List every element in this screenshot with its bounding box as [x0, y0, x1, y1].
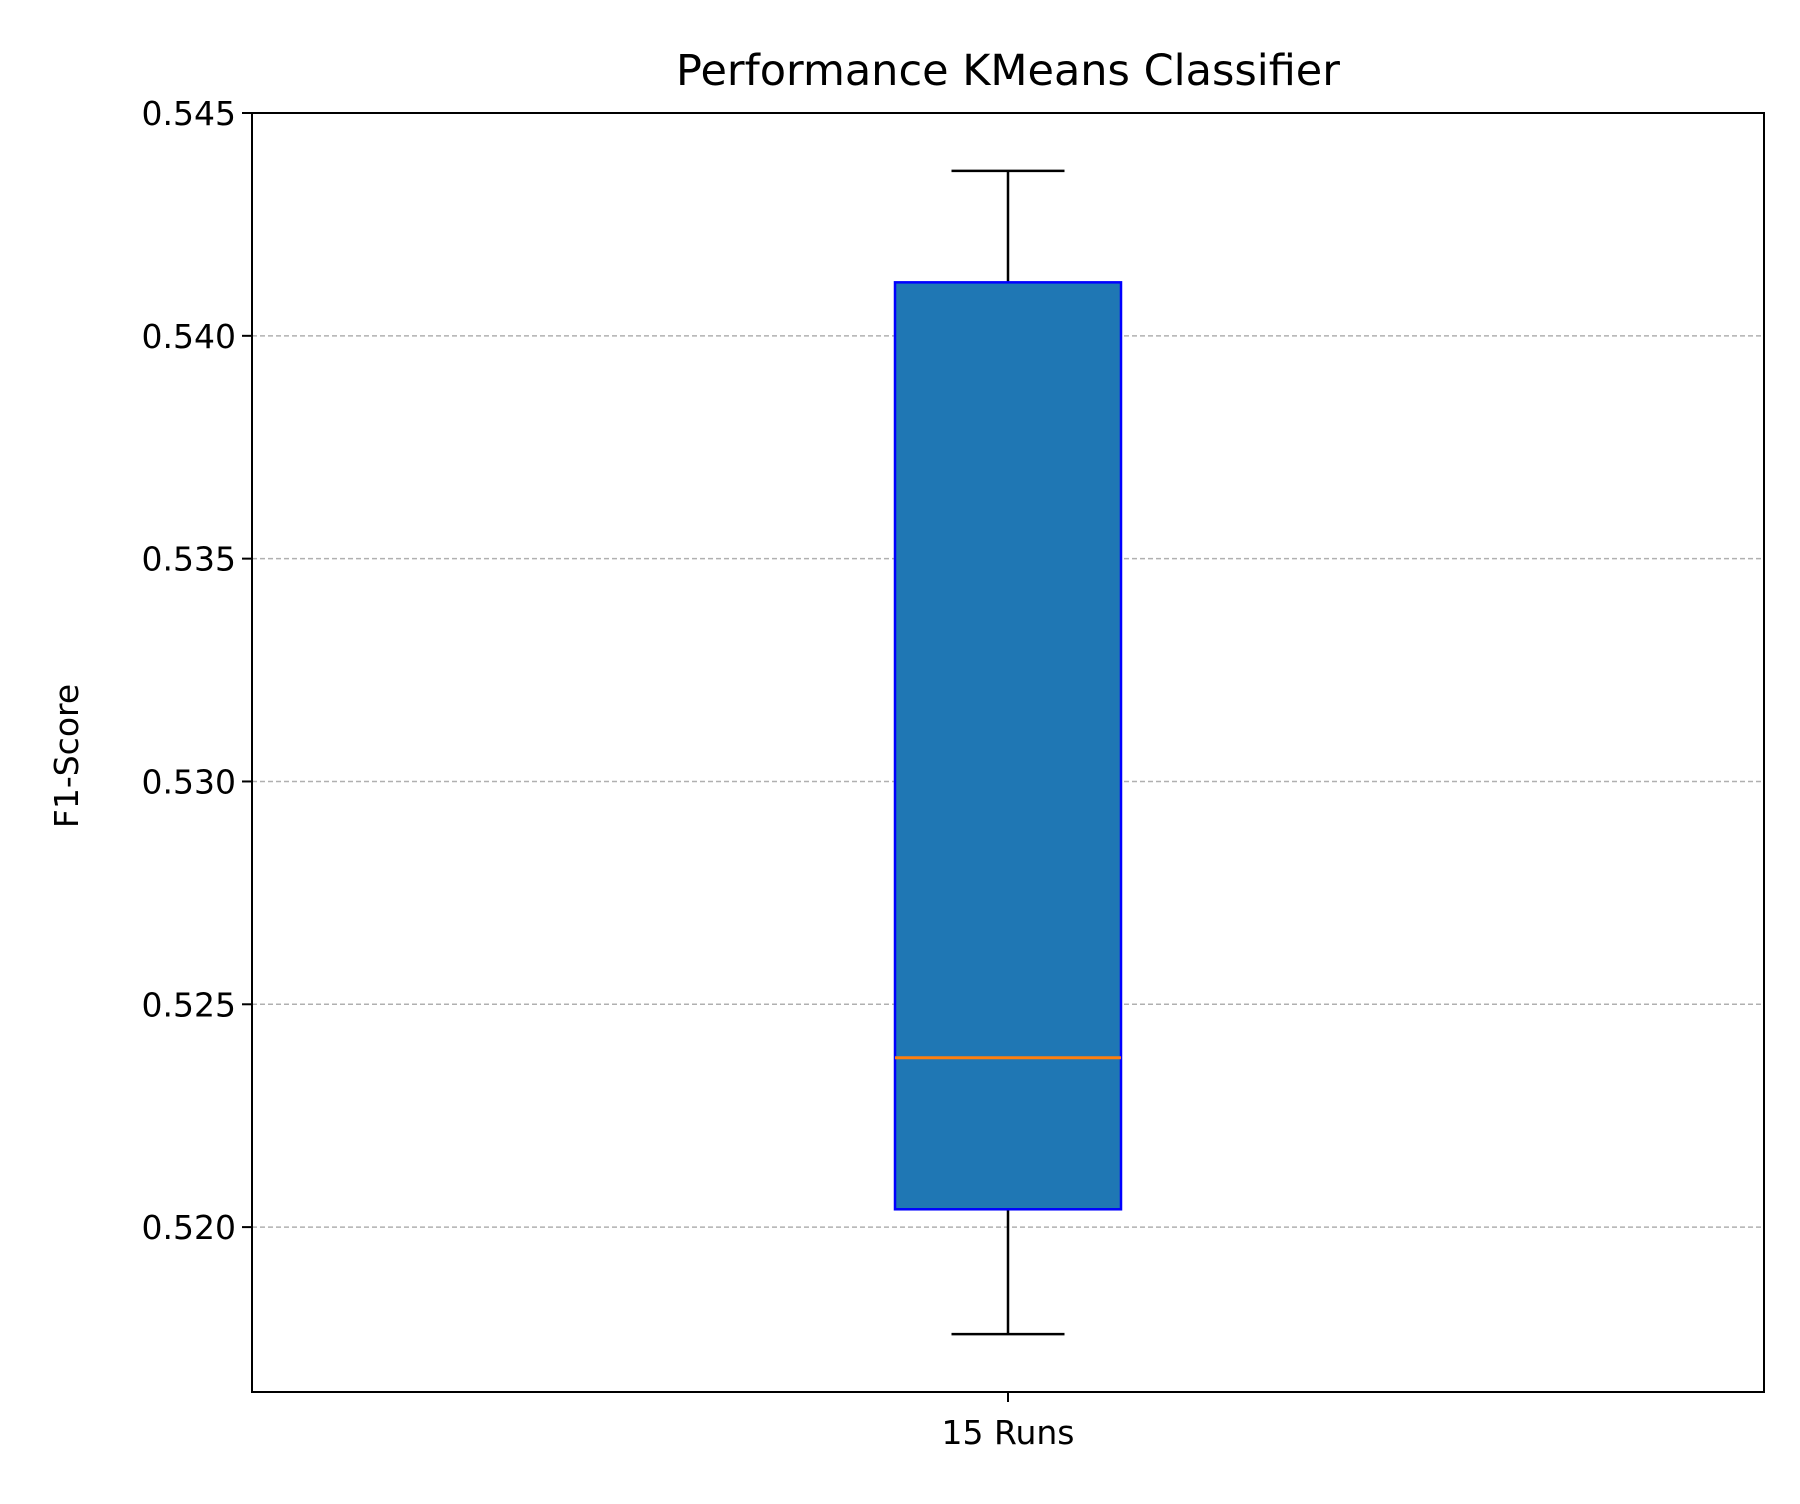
y-axis-ticks: 0.520 0.525 0.530 0.535 0.540 0.545 [142, 94, 252, 1247]
y-tick-label: 0.520 [142, 1208, 236, 1247]
plot-area-frame [251, 112, 1765, 1393]
iqr-box [893, 281, 1123, 1211]
y-tick-label: 0.540 [142, 317, 236, 356]
y-axis-label: F1-Score [47, 684, 86, 828]
x-axis-ticks: 15 Runs [942, 1392, 1075, 1452]
y-tick-label: 0.530 [142, 762, 236, 801]
box-series [893, 169, 1123, 1336]
y-tick-label: 0.525 [142, 985, 236, 1024]
y-tick-label: 0.535 [142, 540, 236, 579]
x-tick-label: 15 Runs [942, 1413, 1075, 1452]
chart-title: Performance KMeans Classifier [676, 46, 1340, 96]
y-tick-label: 0.545 [142, 94, 236, 133]
